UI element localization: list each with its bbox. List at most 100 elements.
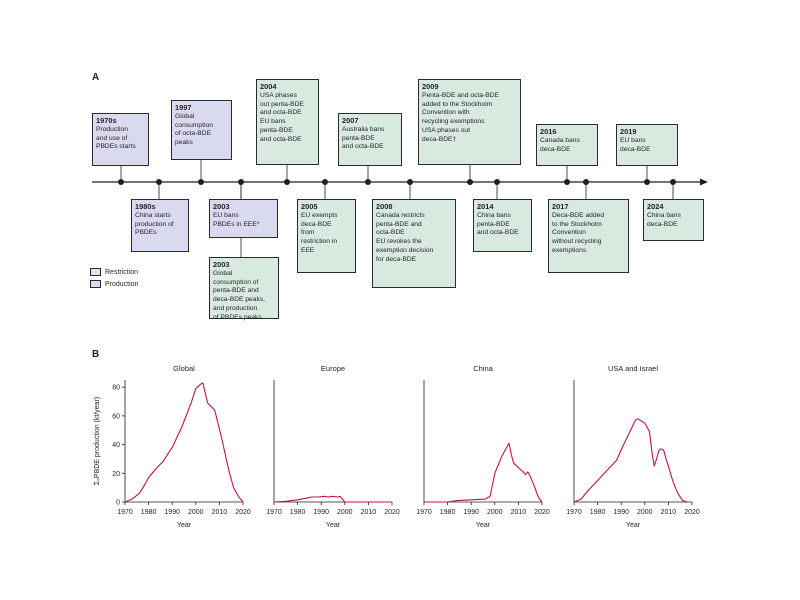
timeline-dot [494,179,500,185]
series-line-global [124,382,244,503]
x-tick-label: 1970 [416,509,432,516]
x-tick-label: 1970 [566,509,582,516]
x-axis-label: Year [626,522,641,529]
y-tick-label: 20 [112,471,120,478]
x-tick-label: 1980 [590,509,606,516]
event-text: Global consumption of penta-BDE and deca… [213,269,266,321]
timeline-dot [467,179,473,185]
event-text: China bans deca-BDE [647,211,681,228]
series-line-china [424,442,543,503]
event-text: China bans penta-BDE and octa-BDE [477,211,519,237]
event-box-2017: 2017 Deca-BDE added to the Stockholm Conv… [548,199,629,273]
event-box-1980s: 1980s China starts production of PBDEs [131,199,189,252]
x-tick-label: 1980 [440,509,456,516]
legend-production: Production [90,278,138,290]
x-axis-label: Year [476,522,491,529]
event-year: 2003 [213,202,230,211]
x-tick-label: 2000 [487,509,503,516]
event-text: Canada restricts penta-BDE and octa-BDE … [376,211,434,263]
timeline-dot [365,179,371,185]
x-tick-label: 2010 [511,509,527,516]
event-text: USA phases out penta-BDE and octa-BDE EU… [260,91,304,143]
legend-production-label: Production [105,280,139,288]
legend-restriction-label: Restriction [105,268,139,276]
legend-production-swatch [90,280,101,288]
y-tick-label: 80 [112,385,120,392]
event-text: EU exempts deca-BDE from restriction in … [301,211,338,255]
y-tick-label: 60 [112,413,120,420]
event-box-2003: 2003 Global consumption of penta-BDE and … [209,257,279,321]
event-box-2014: 2014 China bans penta-BDE and octa-BDE [473,199,532,252]
x-tick-label: 2020 [534,509,550,516]
event-text: Production and use of PBDEs starts [96,125,136,151]
x-tick-label: 1990 [164,509,180,516]
timeline-dot [118,179,124,185]
event-box-2008: 2008 Canada restricts penta-BDE and octa-… [372,199,456,288]
timeline-dot [284,179,290,185]
event-box-2005: 2005 EU exempts deca-BDE from restriction… [297,199,356,273]
x-tick-label: 1990 [313,509,329,516]
event-year: 2014 [477,202,494,211]
timeline-dot [407,179,413,185]
event-text: EU bans deca-BDE [620,136,651,153]
timeline-dot [644,179,650,185]
y-tick-label: 40 [112,442,120,449]
event-text: China starts production of PBDEs [135,211,174,237]
event-year: 1970s [96,116,117,125]
event-year: 2019 [620,127,637,136]
event-year: 2009 [422,82,439,91]
legend-restriction-swatch [90,268,101,276]
event-year: 2024 [647,202,664,211]
event-year: 2007 [342,116,359,125]
timeline-dot [583,179,589,185]
event-box-2024: 2024 China bans deca-BDE [643,199,704,241]
chart-title: Global [173,364,195,373]
chart-title: China [473,364,493,373]
timeline-dot [322,179,328,185]
event-text: Deca-BDE added to the Stockholm Conventi… [552,211,605,255]
x-tick-label: 2020 [384,509,400,516]
event-box-1970s: 1970s Production and use of PBDEs starts [92,113,149,166]
panel-b-label: B [92,349,100,360]
event-text: EU bans PBDEs in EEE* [213,211,260,228]
chart-title: Europe [321,364,345,373]
event-box-2009: 2009 Penta-BDE and octa-BDE added to the … [418,79,521,165]
x-tick-label: 2020 [235,509,251,516]
event-year: 2004 [260,82,277,91]
event-year: 1997 [175,103,192,112]
event-text: Canada bans deca-BDE [540,136,580,153]
x-axis-label: Year [177,522,192,529]
timeline-arrowhead [700,178,708,186]
timeline-dot [670,179,676,185]
x-axis-label: Year [326,522,341,529]
x-tick-label: 2010 [361,509,377,516]
x-tick-label: 1990 [613,509,629,516]
y-tick-label: 0 [116,500,120,507]
event-box-2004: 2004 USA phases out penta-BDE and octa-BD… [256,79,319,165]
x-tick-label: 1970 [266,509,282,516]
x-tick-label: 1980 [141,509,157,516]
legend-restriction: Restriction [90,266,138,278]
legend: Restriction Production [90,266,138,290]
x-tick-label: 2000 [637,509,653,516]
event-year: 2017 [552,202,569,211]
event-year: 2016 [540,127,557,136]
series-line-usa-and-israel [573,418,688,503]
panel-a-label: A [92,72,100,83]
event-box-1997: 1997 Global consumption of octa-BDE peaks [171,100,232,160]
x-tick-label: 2000 [188,509,204,516]
timeline-dot [564,179,570,185]
timeline-dot [198,179,204,185]
event-box-2019: 2019 EU bans deca-BDE [616,124,678,166]
x-tick-label: 1990 [463,509,479,516]
x-tick-label: 1980 [290,509,306,516]
series-line-europe [273,495,392,503]
event-text: Australia bans penta-BDE and octa-BDE [342,125,385,151]
event-year: 2005 [301,202,318,211]
event-year: 2003 [213,260,230,269]
x-tick-label: 2010 [212,509,228,516]
event-text: Global consumption of octa-BDE peaks [175,112,213,147]
event-year: 1980s [135,202,156,211]
event-text: Penta-BDE and octa-BDE added to the Stoc… [422,91,499,143]
event-box-2003: 2003 EU bans PBDEs in EEE* [209,199,278,238]
